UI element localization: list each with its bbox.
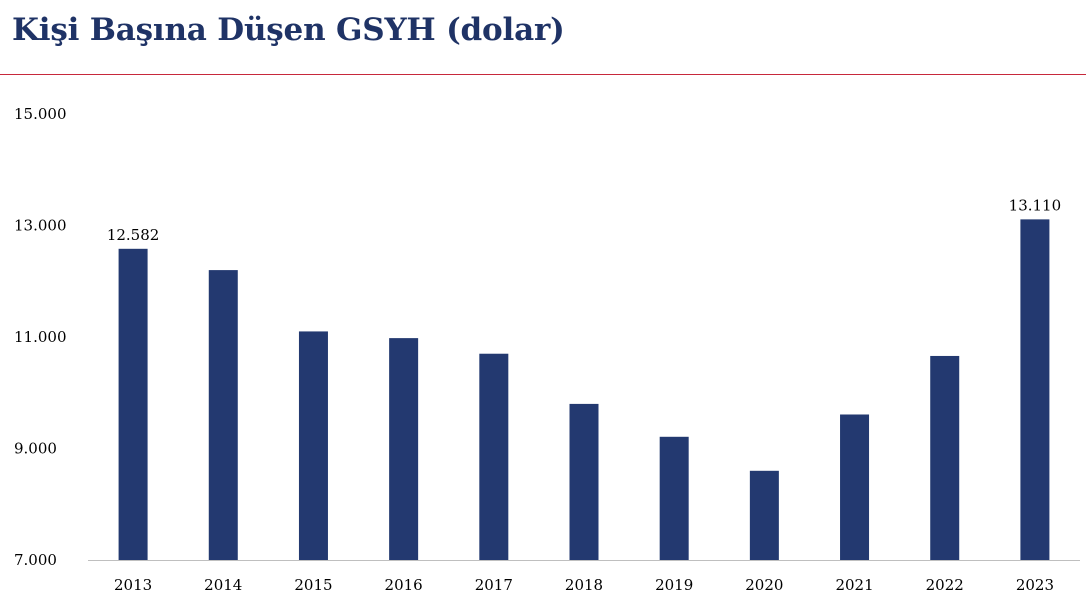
data-labels: 12.582 13.110 — [107, 196, 1061, 243]
bar-2021 — [840, 414, 870, 560]
bar-2013 — [118, 248, 148, 560]
x-tick-label: 2019 — [655, 576, 693, 594]
x-tick-label: 2018 — [565, 576, 603, 594]
bar-2020 — [749, 470, 779, 560]
x-tick-label: 2021 — [835, 576, 873, 594]
x-tick-label: 2016 — [385, 576, 423, 594]
bar-2023 — [1020, 219, 1050, 560]
bar-2016 — [389, 338, 419, 560]
x-tick-label: 2017 — [475, 576, 513, 594]
y-tick-label: 11.000 — [14, 328, 67, 346]
bar-2015 — [298, 331, 328, 560]
y-tick-label: 13.000 — [14, 217, 67, 235]
bars — [118, 219, 1050, 560]
y-tick-label: 7.000 — [14, 551, 57, 569]
chart-title: Kişi Başına Düşen GSYH (dolar) — [12, 12, 565, 48]
data-label-2023: 13.110 — [1009, 196, 1062, 214]
bar-2019 — [659, 436, 689, 560]
bar-2014 — [208, 270, 238, 560]
title-underline — [0, 74, 1086, 75]
bar-2022 — [930, 355, 960, 560]
x-tick-label: 2014 — [204, 576, 242, 594]
x-axis-ticks: 2013 2014 2015 2016 2017 2018 2019 2020 2021 2022… — [114, 576, 1054, 594]
x-tick-label: 2015 — [294, 576, 332, 594]
data-label-2013: 12.582 — [107, 226, 160, 244]
y-tick-label: 15.000 — [14, 105, 67, 123]
x-tick-label: 2022 — [926, 576, 964, 594]
y-axis-ticks: 7.000 9.000 11.000 13.000 15.000 — [14, 105, 67, 569]
y-tick-label: 9.000 — [14, 440, 57, 458]
x-tick-label: 2023 — [1016, 576, 1054, 594]
x-tick-label: 2013 — [114, 576, 152, 594]
bar-2018 — [569, 403, 599, 560]
x-tick-label: 2020 — [745, 576, 783, 594]
bar-2017 — [479, 353, 509, 560]
